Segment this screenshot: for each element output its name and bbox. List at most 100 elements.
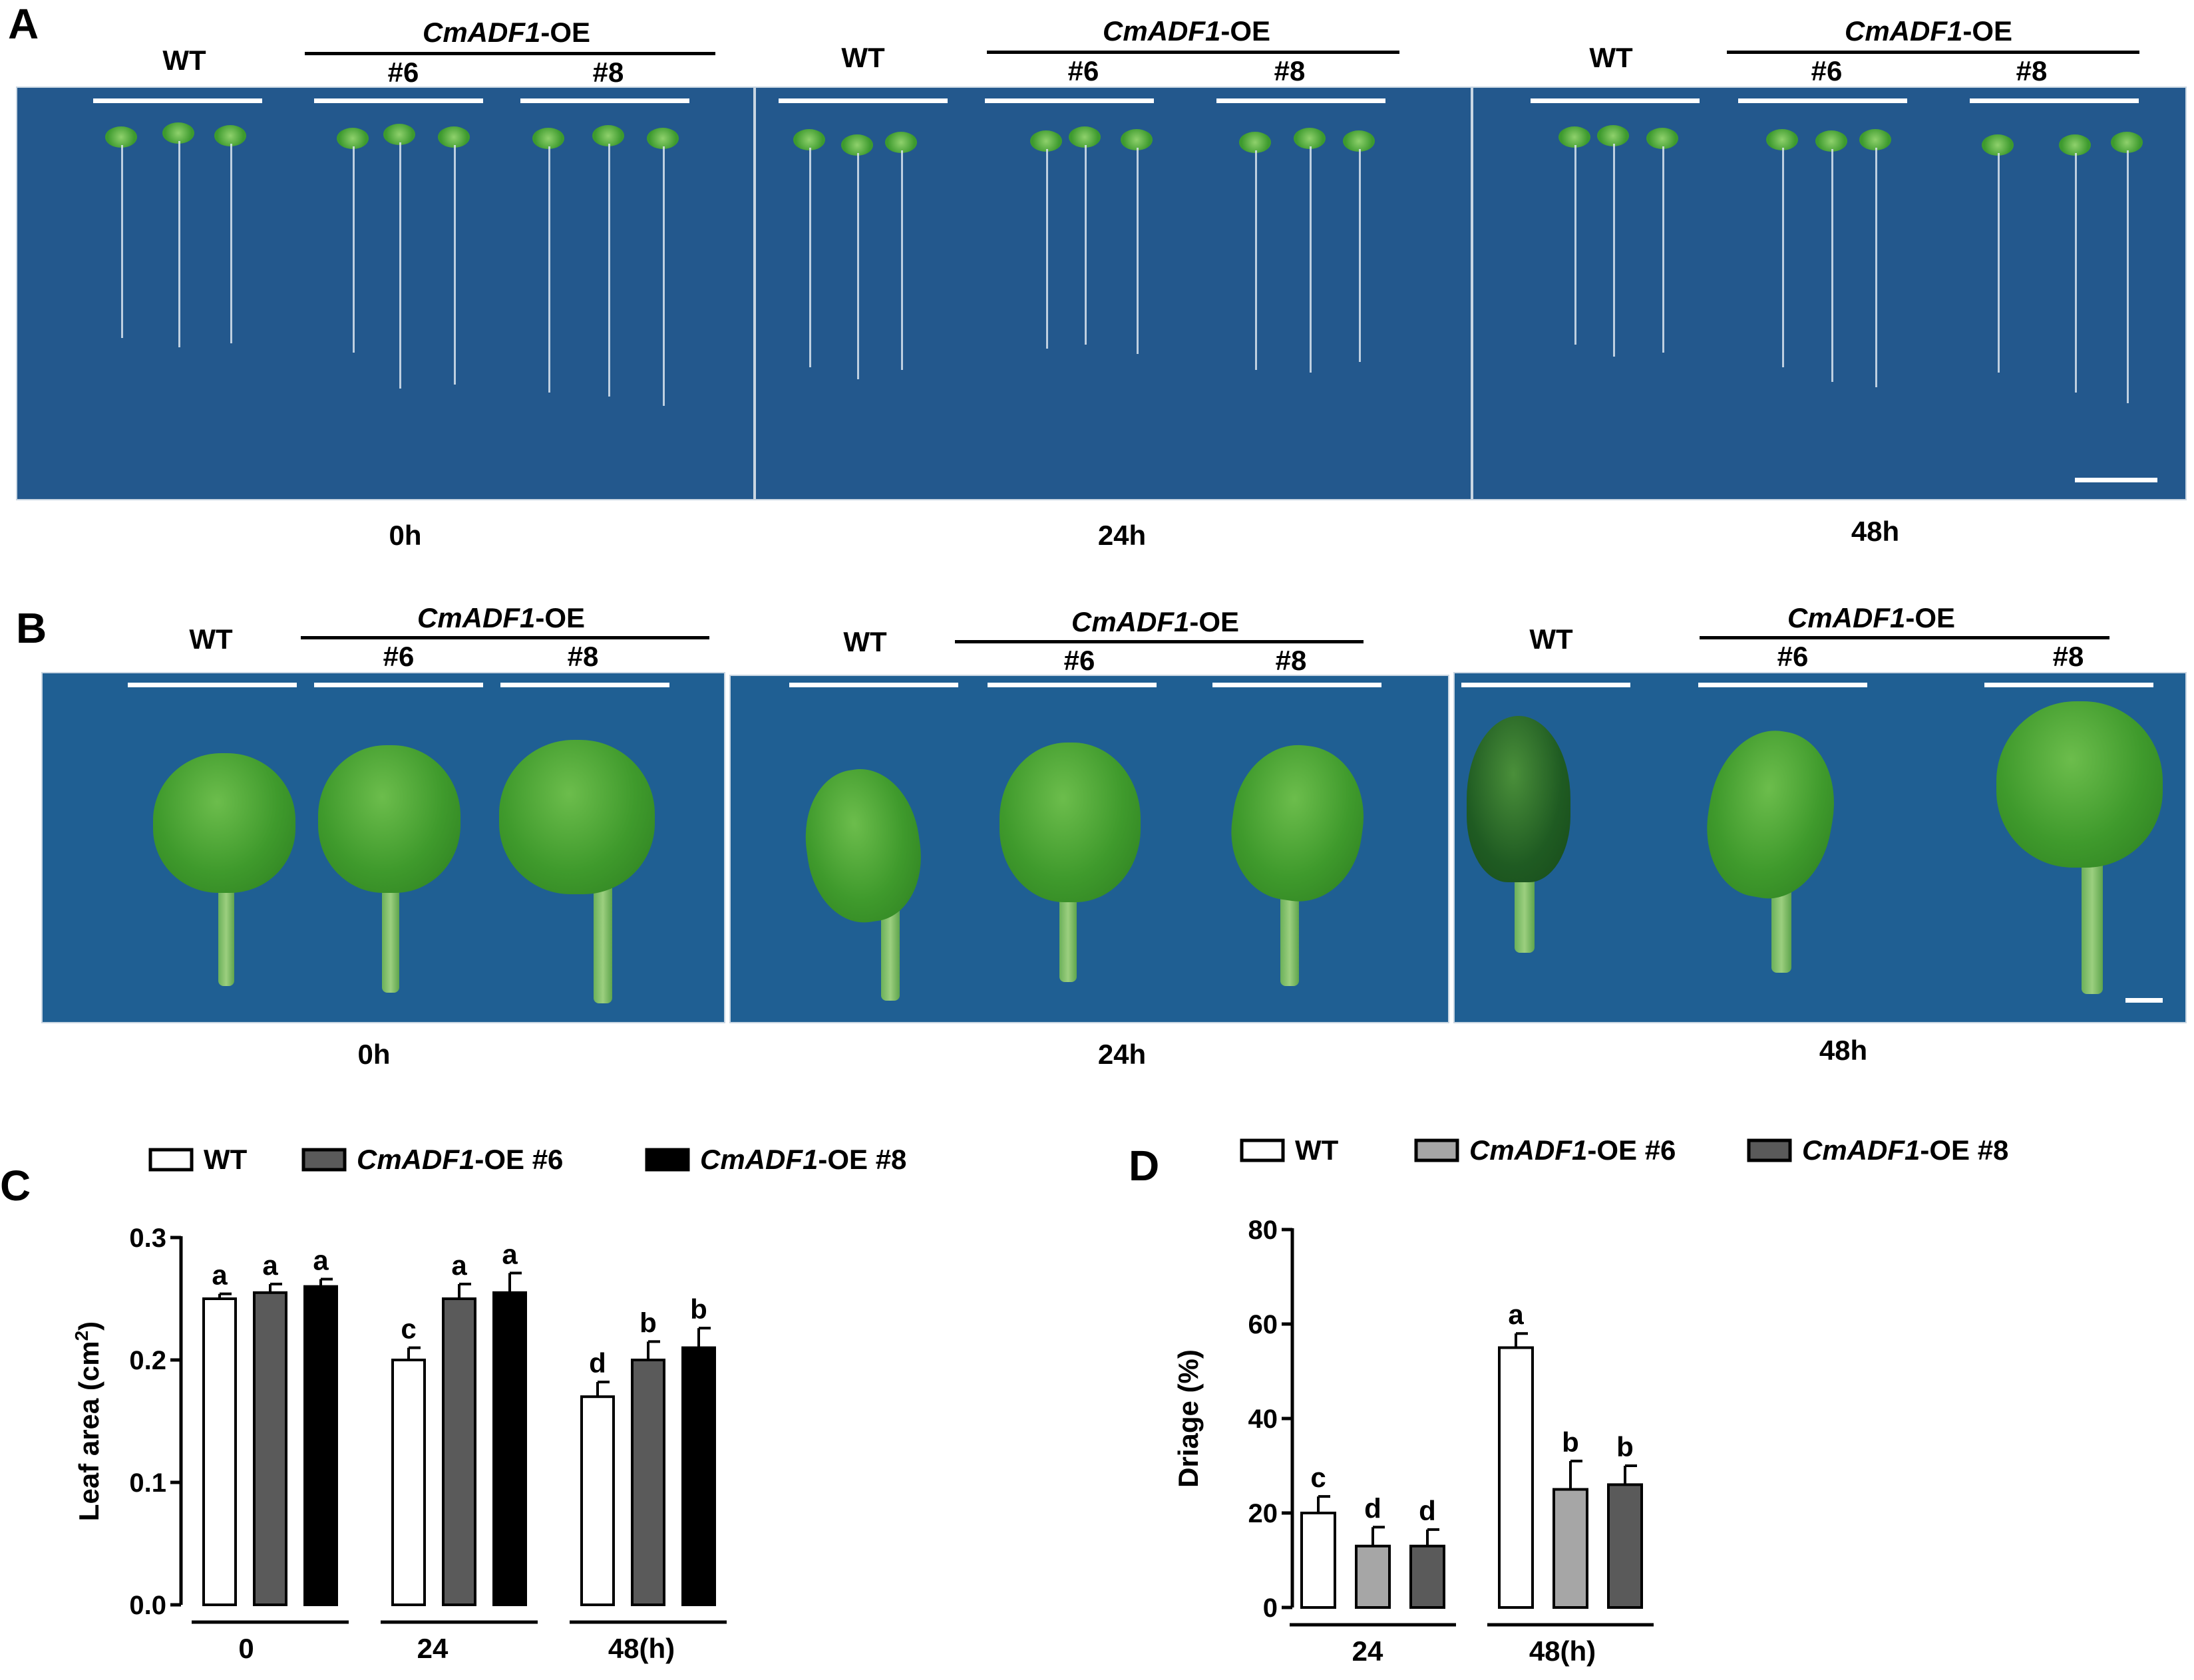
oe-bracket-a2	[987, 51, 1399, 54]
label-line6-a1: #6	[387, 57, 419, 88]
label-line8-a3: #8	[2016, 55, 2048, 86]
significance-letter: b	[1562, 1427, 1579, 1458]
legend-label: CmADF1-OE #8	[700, 1144, 906, 1175]
time-label-b3: 48h	[1819, 1035, 1868, 1066]
leaf-oe8	[1222, 737, 1373, 910]
significance-letter: d	[589, 1347, 606, 1379]
bar	[202, 1297, 237, 1606]
label-oe-a2: CmADF1-OE	[1102, 15, 1271, 47]
significance-letter: a	[451, 1250, 467, 1281]
significance-letter: d	[1364, 1492, 1381, 1524]
x-category-label: 0	[238, 1633, 254, 1664]
leaf-oe8	[1996, 701, 2163, 868]
legend-label: CmADF1-OE #6	[1469, 1134, 1676, 1166]
group-marker-wt	[128, 683, 297, 687]
time-label-a2: 24h	[1097, 520, 1147, 551]
gene-name-a3: CmADF1	[1844, 15, 1963, 47]
gene-name-b3: CmADF1	[1787, 602, 1906, 633]
panel-label-d: D	[1129, 1142, 1160, 1190]
time-label-a1: 0h	[389, 520, 422, 551]
y-axis-label: Driage (%)	[1173, 1349, 1204, 1488]
scale-bar	[2125, 998, 2163, 1003]
seedling-photo-24h	[755, 86, 1472, 500]
label-line6-b2: #6	[1063, 645, 1095, 676]
group-marker-oe6	[985, 98, 1154, 103]
label-line6-a2: #6	[1067, 55, 1099, 86]
bar	[492, 1291, 527, 1607]
oe-bracket-b3	[1700, 636, 2109, 639]
oe-bracket-b2	[955, 640, 1364, 643]
time-label-a3: 48h	[1851, 516, 1900, 547]
bar	[1409, 1544, 1445, 1609]
label-wt-b2: WT	[843, 626, 887, 657]
label-line6-a3: #6	[1811, 55, 1843, 86]
label-line8-a1: #8	[592, 57, 624, 88]
leaf-oe6	[318, 745, 460, 893]
y-tick-label: 40	[1248, 1405, 1278, 1434]
label-oe-a1: CmADF1-OE	[422, 17, 591, 48]
label-wt-a2: WT	[841, 42, 885, 73]
bar	[580, 1395, 615, 1606]
significance-letter: a	[502, 1238, 518, 1269]
legend-swatch	[1747, 1138, 1792, 1162]
y-tick-label: 0.1	[129, 1468, 166, 1498]
time-label-b1: 0h	[357, 1039, 391, 1070]
legend-swatch	[645, 1148, 690, 1172]
chart-leaf-area: 0.0 0.1 0.2 0.3 Leaf area (cm2) a a a 0 c a a 24 d b b 4…	[71, 1144, 906, 1664]
petiole	[2082, 848, 2103, 994]
legend-swatch	[1240, 1138, 1285, 1162]
group-marker-wt	[1531, 98, 1700, 103]
label-line6-b1: #6	[383, 641, 415, 672]
group-marker-oe8	[1216, 98, 1385, 103]
bar	[253, 1291, 287, 1607]
bar	[681, 1346, 716, 1606]
label-line6-b3: #6	[1777, 641, 1809, 672]
significance-letter: a	[212, 1260, 228, 1291]
gene-name-a1: CmADF1	[422, 17, 541, 48]
group-marker-oe8	[520, 98, 689, 103]
leaf-wt	[1467, 716, 1570, 882]
label-oe-b3: CmADF1-OE	[1787, 602, 1956, 633]
label-oe-b2: CmADF1-OE	[1071, 606, 1240, 637]
bar	[1355, 1544, 1391, 1609]
x-category-label: 48(h)	[608, 1633, 675, 1664]
x-category-label: 24	[417, 1633, 449, 1664]
panel-label-c: C	[0, 1162, 31, 1210]
group-marker-oe8	[1970, 98, 2139, 103]
label-line8-b2: #8	[1275, 645, 1307, 676]
oe-bracket-a1	[305, 52, 715, 55]
group-marker-wt	[93, 98, 262, 103]
legend-swatch	[301, 1148, 347, 1172]
bar	[631, 1359, 665, 1606]
label-oe-b1: CmADF1-OE	[417, 602, 586, 633]
group-marker-oe8	[1212, 683, 1381, 687]
y-axis-label: Leaf area (cm2)	[71, 1321, 104, 1521]
gene-name-a2: CmADF1	[1102, 15, 1221, 47]
group-marker-oe6	[1698, 683, 1867, 687]
legend-label: WT	[1295, 1134, 1339, 1166]
group-marker-oe6	[314, 683, 483, 687]
y-tick-label: 0.3	[129, 1224, 166, 1253]
significance-letter: c	[401, 1313, 416, 1345]
bar	[1300, 1512, 1336, 1609]
significance-letter: c	[1310, 1462, 1326, 1493]
y-tick-label: 0.2	[129, 1346, 166, 1375]
seedling-photo-0h	[16, 86, 755, 500]
gene-name-b2: CmADF1	[1071, 606, 1190, 637]
legend-label: CmADF1-OE #6	[357, 1144, 563, 1175]
bar	[303, 1285, 338, 1606]
group-marker-wt	[789, 683, 958, 687]
y-tick-label: 60	[1248, 1310, 1278, 1339]
chart-driage: 0 20 40 60 80 Driage (%) c d d 24 a b b 48(h) WT CmADF1…	[1173, 1134, 2008, 1667]
group-marker-oe6	[1738, 98, 1907, 103]
leaf-photo-0h	[41, 672, 725, 1023]
group-marker-oe8	[500, 683, 669, 687]
label-wt-a1: WT	[162, 45, 206, 76]
leaf-oe6	[1695, 721, 1847, 908]
oe-bracket-a3	[1727, 51, 2139, 54]
leaf-oe8	[499, 740, 655, 894]
legend-swatch	[148, 1148, 194, 1172]
significance-letter: a	[1508, 1299, 1524, 1330]
bar	[1498, 1346, 1534, 1609]
y-tick-label: 20	[1248, 1499, 1278, 1528]
